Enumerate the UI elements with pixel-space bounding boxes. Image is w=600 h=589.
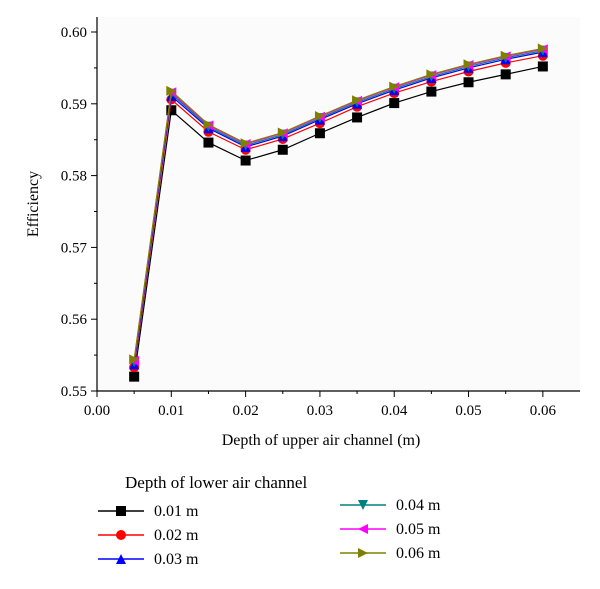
legend-label: 0.05 m (396, 521, 441, 538)
x-tick-label: 0.04 (381, 403, 408, 419)
data-point (500, 69, 511, 80)
series-line (133, 47, 543, 360)
legend: 0.01 m 0.02 m 0.03 m 0.04 m 0.05 m 0.06 m (98, 497, 441, 568)
y-tick-label: 0.56 (61, 312, 88, 328)
legend-item: 0.04 m (340, 497, 441, 514)
series-line (133, 55, 543, 368)
legend-item: 0.02 m (98, 527, 199, 544)
data-point (537, 43, 548, 54)
x-tick-label: 0.05 (455, 403, 481, 419)
data-point (537, 61, 548, 72)
data-point (314, 128, 325, 139)
legend-label: 0.04 m (396, 497, 441, 514)
data-point (166, 105, 177, 116)
legend-marker (116, 530, 126, 540)
legend-item: 0.03 m (98, 551, 199, 568)
series-line (133, 50, 543, 363)
legend-label: 0.03 m (154, 551, 199, 568)
data-point (463, 77, 474, 88)
data-point (500, 50, 511, 61)
y-tick-label: 0.60 (61, 25, 87, 41)
data-point (129, 371, 140, 382)
data-point (129, 354, 140, 365)
data-point (463, 59, 474, 70)
data-point (426, 86, 437, 97)
data-point (203, 137, 214, 148)
y-tick-label: 0.57 (61, 240, 88, 256)
data-point (389, 81, 400, 92)
data-point (426, 69, 437, 80)
y-tick-label: 0.55 (61, 384, 87, 400)
x-tick-label: 0.06 (530, 403, 557, 419)
legend-label: 0.02 m (154, 527, 199, 544)
x-tick-label: 0.02 (232, 403, 258, 419)
series-0-06-m (129, 43, 548, 365)
legend-marker (116, 554, 126, 564)
plot-area (97, 17, 580, 391)
legend-item: 0.06 m (340, 545, 441, 562)
data-point (314, 111, 325, 122)
y-tick-label: 0.59 (61, 97, 87, 113)
y-ticks: 0.55 0.56 0.57 0.58 0.59 0.60 (61, 25, 97, 400)
legend-item: 0.01 m (98, 503, 199, 520)
series-line (133, 51, 543, 365)
x-axis-title: Depth of upper air channel (m) (222, 432, 421, 449)
legend-marker (358, 500, 368, 510)
data-point (277, 144, 288, 155)
legend-marker (358, 524, 368, 534)
legend-label: 0.06 m (396, 545, 441, 562)
y-tick-label: 0.58 (61, 169, 87, 185)
data-point (389, 98, 400, 109)
series-0-01-m (129, 61, 548, 382)
data-point (240, 138, 251, 149)
data-point (203, 119, 214, 130)
x-ticks: 0.00 0.01 0.02 0.03 0.04 0.05 0.06 (84, 391, 557, 419)
legend-marker (116, 506, 126, 516)
y-axis-title: Efficiency (25, 171, 42, 237)
series-line (133, 48, 543, 361)
legend-item: 0.05 m (340, 521, 441, 538)
series-layer (129, 43, 548, 382)
legend-label: 0.01 m (154, 503, 199, 520)
data-point (277, 127, 288, 138)
data-point (352, 112, 363, 123)
legend-title: Depth of lower air channel (125, 473, 307, 492)
data-point (166, 85, 177, 96)
data-point (240, 155, 251, 166)
x-tick-label: 0.01 (158, 403, 184, 419)
x-tick-label: 0.03 (307, 403, 333, 419)
data-point (352, 95, 363, 106)
x-tick-label: 0.00 (84, 403, 110, 419)
axes-layer (96, 17, 580, 392)
series-line (133, 65, 543, 377)
legend-marker (358, 548, 368, 558)
